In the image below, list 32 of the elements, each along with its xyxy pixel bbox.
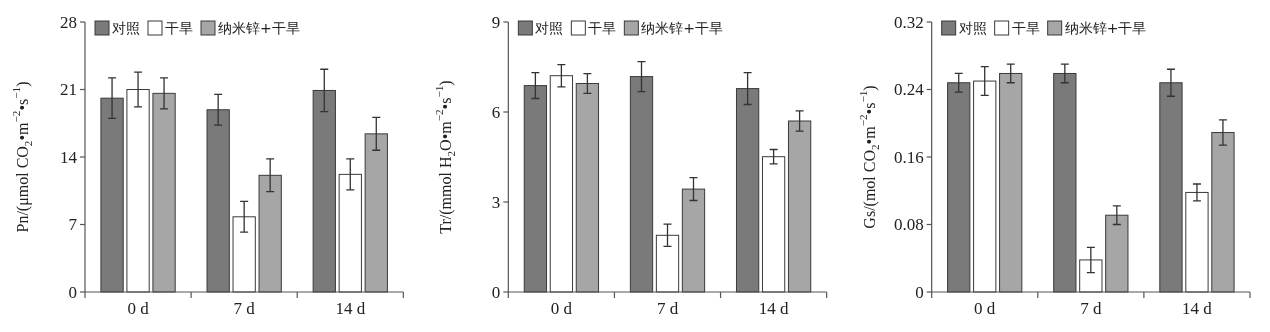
legend-label: 干旱 bbox=[588, 20, 617, 36]
y-tick-label: 0.24 bbox=[893, 80, 925, 99]
y-tick-label: 28 bbox=[60, 12, 77, 32]
x-tick-label: 14 d bbox=[335, 299, 366, 318]
y-tick-label: 14 bbox=[60, 147, 78, 167]
legend-label: 对照 bbox=[958, 20, 987, 36]
y-tick-label: 3 bbox=[491, 192, 501, 212]
y-tick-label: 0 bbox=[915, 282, 924, 302]
legend-label: 纳米锌+干旱 bbox=[641, 20, 724, 36]
x-tick-label: 0 d bbox=[550, 299, 573, 318]
y-tick-label: 7 bbox=[68, 215, 78, 234]
y-tick-label: 21 bbox=[60, 80, 77, 99]
x-tick-label: 14 d bbox=[758, 299, 789, 318]
y-tick-label: 0 bbox=[68, 282, 77, 302]
x-tick-label: 7 d bbox=[1080, 299, 1102, 318]
legend-label: 干旱 bbox=[1011, 20, 1040, 36]
y-tick-label: 0.08 bbox=[893, 215, 924, 234]
legend-label: 纳米锌+干旱 bbox=[1064, 20, 1147, 36]
x-tick-label: 0 d bbox=[974, 299, 996, 318]
y-tick-label: 0 bbox=[491, 282, 501, 302]
legend-label: 对照 bbox=[112, 20, 140, 36]
x-tick-label: 7 d bbox=[233, 299, 256, 318]
legend-label: 对照 bbox=[535, 20, 564, 36]
legend-label: 干旱 bbox=[165, 20, 193, 36]
legend-label: 纳米锌+干旱 bbox=[218, 20, 300, 36]
y-tick-label: 9 bbox=[491, 12, 501, 32]
x-tick-label: 14 d bbox=[1182, 299, 1213, 318]
x-tick-label: 0 d bbox=[127, 299, 150, 318]
x-tick-label: 7 d bbox=[656, 299, 679, 318]
y-tick-label: 0.32 bbox=[893, 12, 924, 32]
y-tick-label: 0.16 bbox=[893, 147, 924, 167]
y-tick-label: 6 bbox=[491, 102, 501, 122]
